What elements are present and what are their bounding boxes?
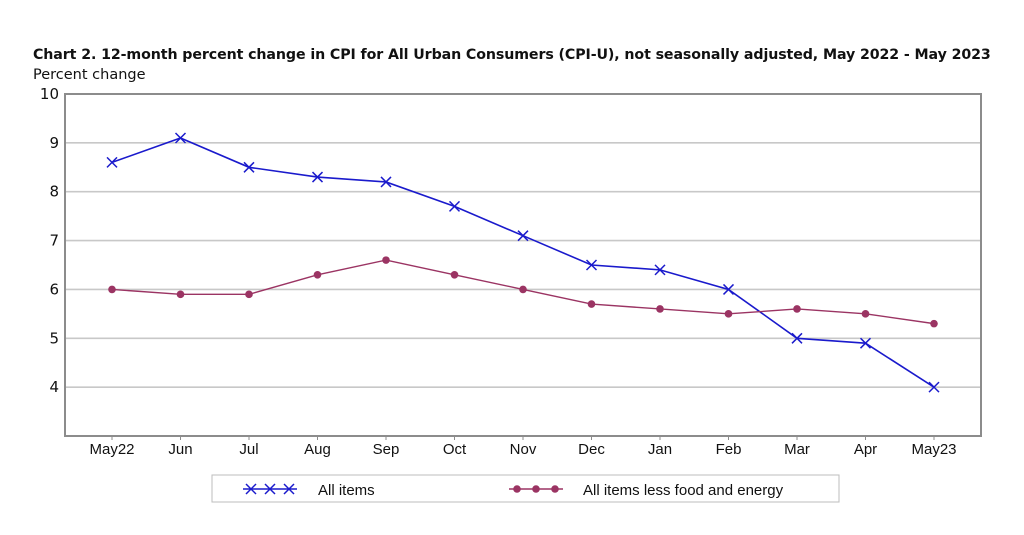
data-point — [108, 285, 116, 294]
x-tick-label: Jul — [239, 441, 258, 458]
gridlines — [65, 142, 981, 388]
data-point — [517, 230, 529, 242]
legend-marker — [245, 483, 257, 495]
x-tick-label: Oct — [443, 441, 467, 458]
x-tick-label: May23 — [911, 441, 956, 458]
y-axis-ticks: 4 5 6 7 8 9 10 — [40, 85, 59, 396]
chart-title: Chart 2. 12-month percent change in CPI … — [33, 47, 991, 63]
data-point — [174, 132, 187, 144]
y-tick-label: 10 — [40, 85, 59, 103]
legend-item: All items — [243, 482, 375, 499]
x-tick-label: Nov — [510, 441, 537, 458]
x-tick-label: Jun — [168, 441, 192, 458]
data-point — [930, 319, 938, 328]
legend-label: All items — [318, 482, 375, 499]
data-point — [382, 256, 390, 264]
x-tick-label: May22 — [89, 441, 134, 458]
x-tick-label: Feb — [716, 441, 742, 458]
legend-marker — [551, 485, 559, 493]
y-tick-label: 4 — [49, 378, 59, 396]
data-point — [519, 285, 527, 294]
data-point — [656, 305, 664, 313]
data-point — [245, 290, 253, 299]
data-point — [448, 200, 461, 212]
series-core — [108, 256, 938, 328]
y-tick-label: 5 — [49, 329, 59, 347]
plot-frame — [64, 93, 982, 437]
data-point — [243, 161, 255, 173]
legend-marker — [264, 483, 276, 495]
data-point — [861, 310, 870, 318]
data-point — [654, 264, 666, 276]
legend-marker — [513, 485, 521, 493]
x-axis-ticks: May22 Jun Jul Aug Sep Oct Nov Dec Jan Feb Mar Apr Ma… — [89, 436, 957, 458]
data-point — [450, 270, 459, 279]
y-tick-label: 9 — [49, 134, 59, 152]
data-point — [587, 300, 596, 308]
data-point — [859, 337, 872, 349]
x-tick-label: Jan — [648, 441, 672, 458]
y-tick-label: 7 — [49, 232, 59, 250]
data-point — [585, 259, 598, 271]
x-tick-label: Mar — [784, 441, 810, 458]
data-point — [176, 290, 185, 299]
data-point — [380, 176, 392, 188]
data-point — [791, 332, 803, 344]
x-tick-label: Dec — [578, 441, 605, 458]
legend-marker — [532, 485, 540, 493]
x-tick-label: Sep — [373, 441, 400, 458]
data-point — [311, 171, 324, 183]
series-group — [106, 132, 940, 393]
x-tick-label: Apr — [854, 441, 877, 458]
data-point — [928, 381, 940, 393]
y-tick-label: 6 — [49, 280, 59, 298]
x-tick-label: Aug — [304, 441, 331, 458]
data-point — [722, 283, 735, 295]
legend: All items All items less food and energy — [211, 474, 840, 503]
data-point — [313, 270, 322, 279]
legend-item: All items less food and energy — [509, 482, 784, 499]
series-all-items — [106, 132, 940, 393]
y-tick-label: 8 — [49, 183, 59, 201]
legend-label: All items less food and energy — [583, 482, 784, 499]
y-axis-label: Percent change — [33, 67, 146, 83]
series-line — [111, 137, 935, 388]
data-point — [106, 156, 118, 168]
data-point — [793, 305, 801, 313]
legend-marker — [283, 483, 295, 495]
data-point — [724, 310, 733, 318]
